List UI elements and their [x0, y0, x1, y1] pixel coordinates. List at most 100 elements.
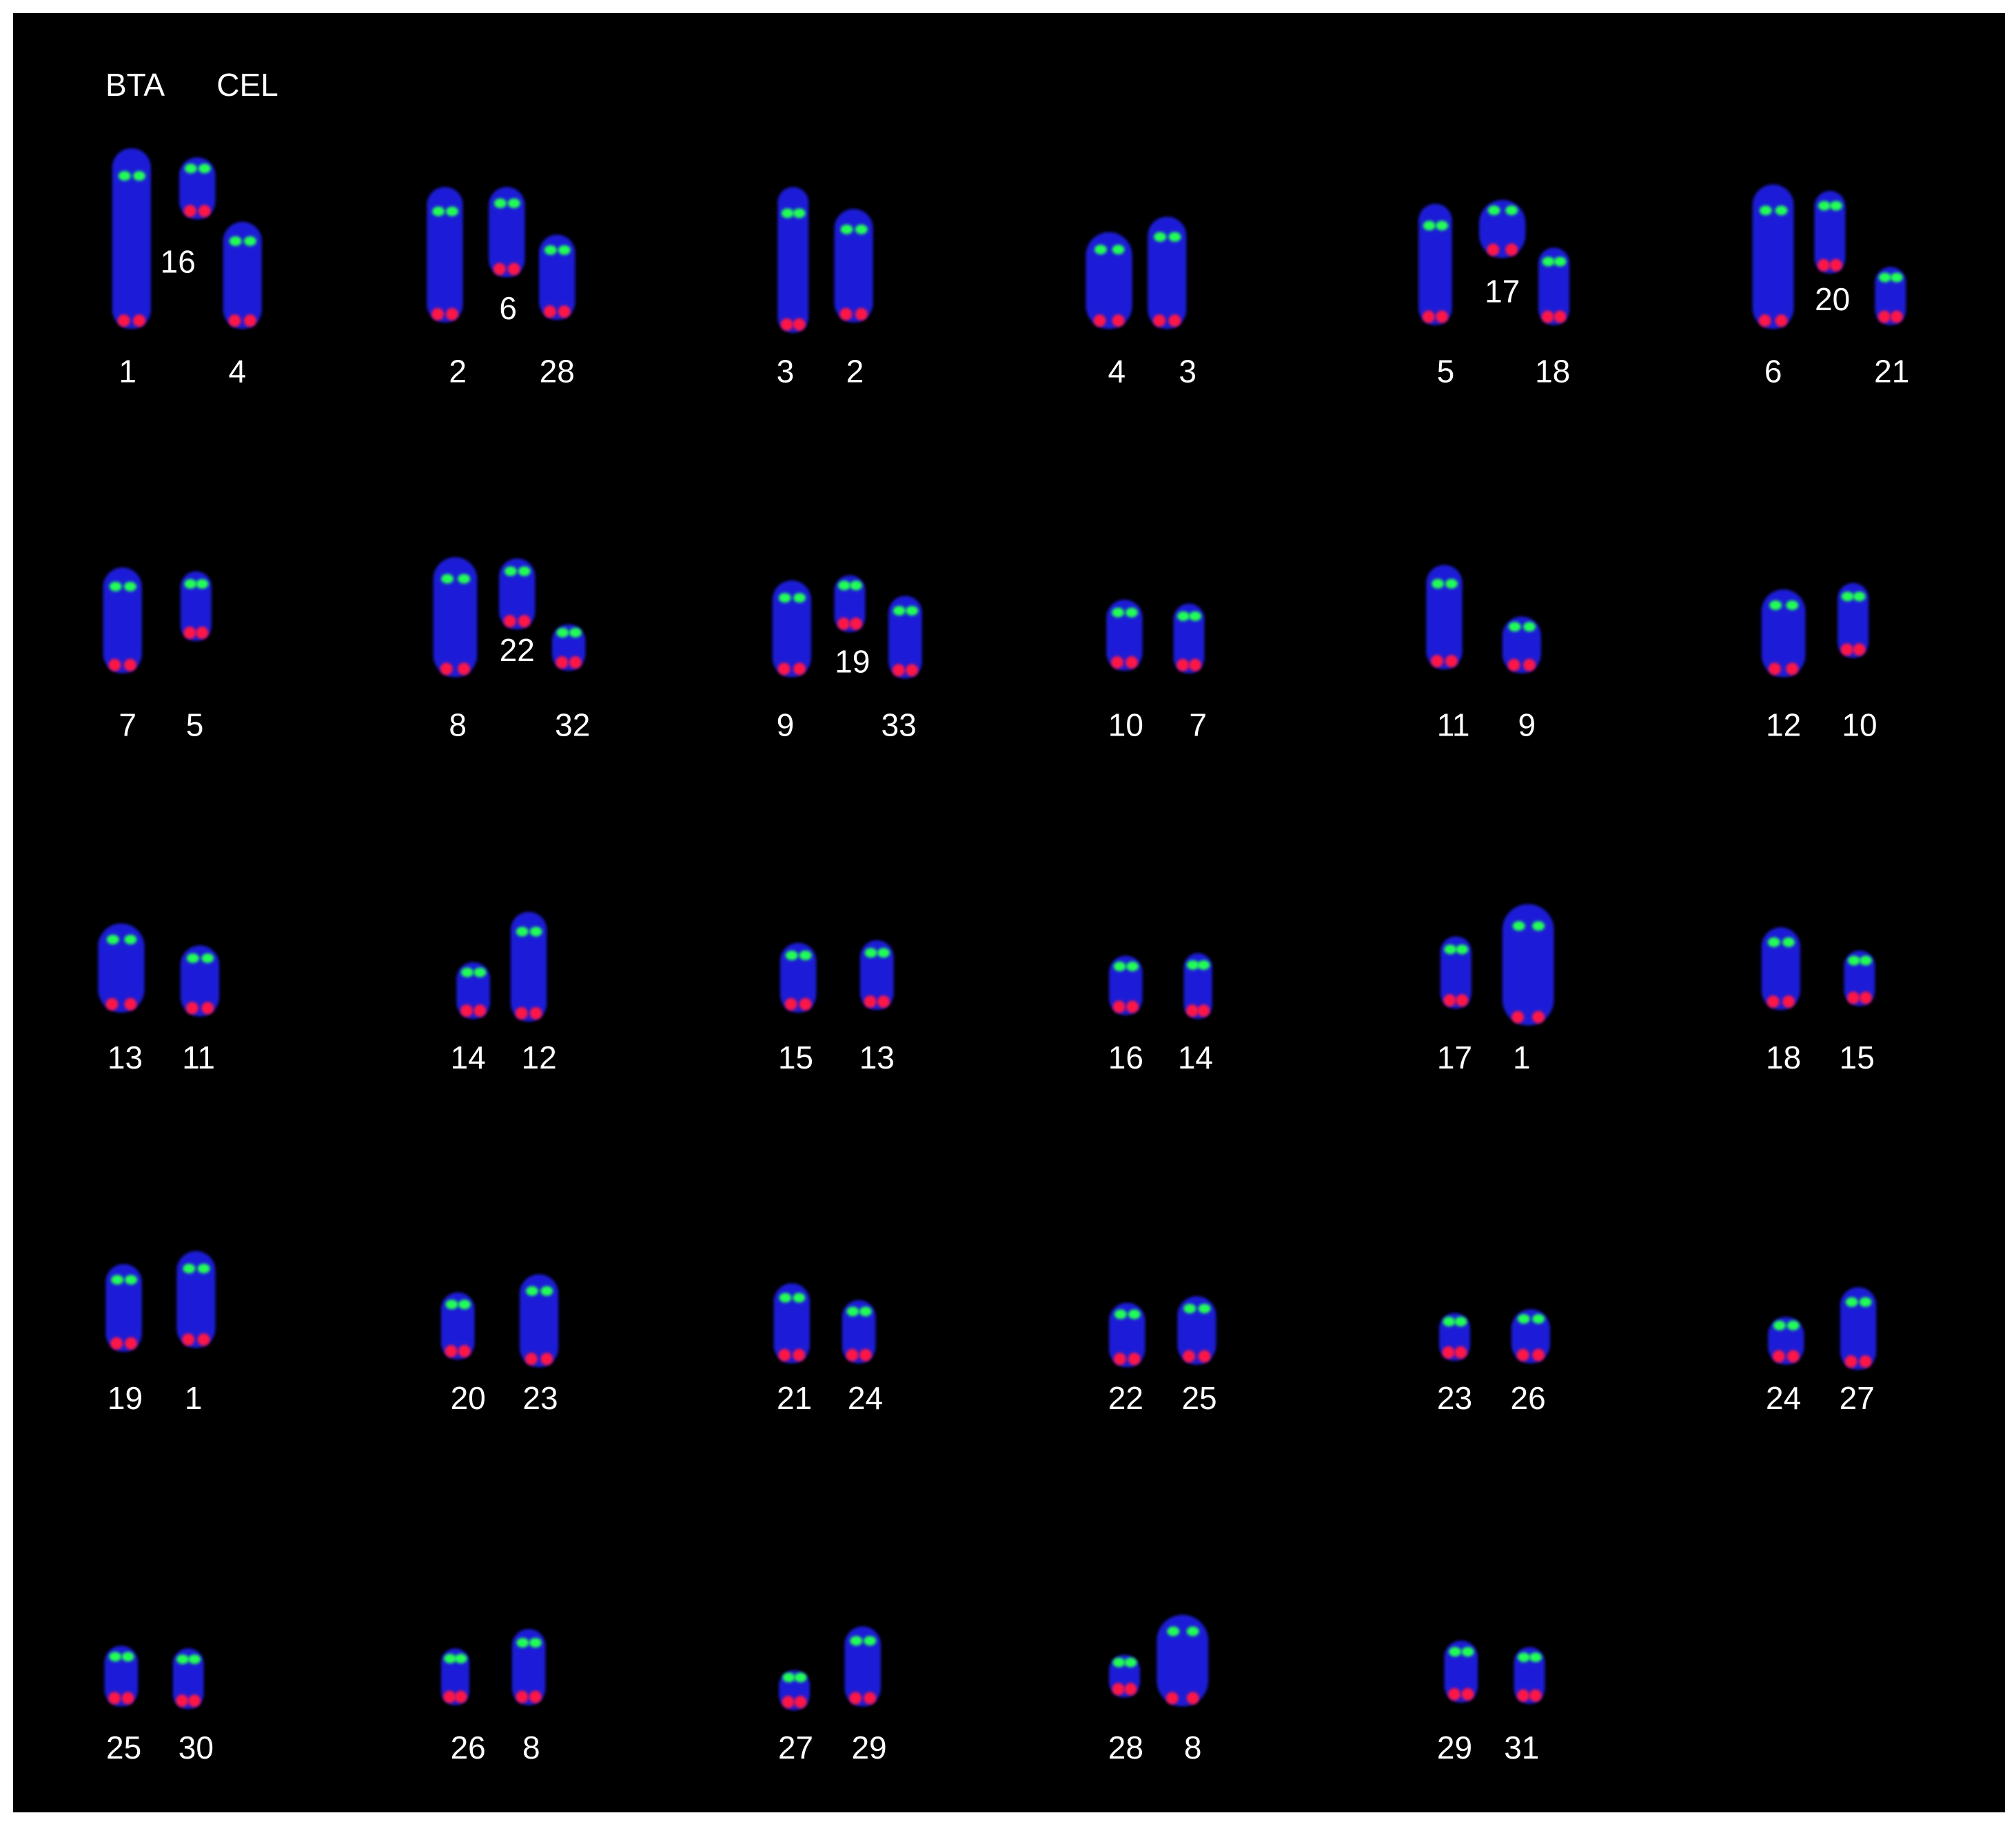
green-signal — [441, 574, 454, 584]
chromosome — [179, 157, 216, 220]
chromosome — [1768, 1317, 1804, 1365]
red-signal — [445, 1345, 458, 1358]
green-signal — [197, 1264, 210, 1274]
red-signal — [183, 205, 196, 218]
red-signal — [849, 1692, 862, 1705]
chromosome-number: 13 — [108, 1040, 143, 1075]
chromosome-number: 16 — [1108, 1040, 1143, 1075]
chromosome-number: 20 — [451, 1380, 486, 1416]
red-signal — [777, 662, 791, 676]
chromosome-number: 1 — [185, 1380, 203, 1416]
chromosome-number: 14 — [451, 1040, 486, 1075]
red-signal — [1532, 1348, 1545, 1362]
chromosome-body — [1086, 232, 1132, 330]
green-signal — [1183, 1304, 1197, 1314]
green-signal — [859, 1306, 872, 1317]
red-signal — [198, 205, 211, 218]
chromosome — [1173, 603, 1205, 674]
green-signal — [1125, 607, 1138, 618]
green-signal — [1847, 955, 1860, 966]
green-signal — [518, 566, 531, 576]
red-signal — [1093, 314, 1106, 327]
green-signal — [781, 208, 794, 219]
chromosome-body — [440, 1292, 475, 1360]
chromosome-body — [427, 187, 463, 323]
chromosome — [1837, 583, 1869, 658]
species-label: BTA — [105, 67, 165, 103]
green-signal — [516, 927, 529, 937]
chromosome — [1761, 589, 1806, 678]
red-signal — [454, 1690, 467, 1703]
red-signal — [864, 995, 877, 1008]
chromosome-body — [433, 557, 478, 678]
green-signal — [1859, 955, 1872, 966]
chromosome-body — [1814, 190, 1846, 274]
red-signal — [1829, 259, 1842, 272]
chromosome-number: 12 — [1766, 707, 1801, 742]
green-signal — [109, 581, 122, 591]
chromosome-number: 7 — [119, 707, 136, 742]
chromosome-body — [1538, 247, 1570, 325]
chromosome-body — [176, 1251, 216, 1348]
chromosome — [112, 148, 151, 330]
chromosome — [1502, 616, 1541, 674]
green-signal — [133, 171, 146, 181]
red-signal — [849, 617, 862, 630]
chromosome-body — [510, 911, 547, 1022]
chromosome — [511, 1629, 546, 1705]
green-signal — [1532, 1314, 1545, 1324]
chromosome-number: 14 — [1178, 1040, 1213, 1075]
chromosome — [1502, 904, 1554, 1026]
red-signal — [1758, 314, 1771, 327]
green-signal — [196, 579, 209, 589]
chromosome-body — [180, 571, 212, 641]
chromosome-body — [772, 580, 811, 678]
chromosome — [104, 1646, 139, 1707]
green-signal — [118, 171, 131, 181]
chromosome-number: 22 — [500, 632, 535, 668]
red-signal — [108, 1692, 121, 1705]
chromosome — [180, 945, 220, 1017]
green-signal — [1454, 1317, 1467, 1327]
chromosome-number: 7 — [1189, 707, 1207, 742]
chromosome-number: 22 — [1108, 1380, 1143, 1416]
red-signal — [1786, 662, 1799, 676]
green-signal — [1505, 205, 1518, 216]
green-signal — [1786, 1320, 1800, 1330]
red-signal — [1442, 1346, 1455, 1359]
chromosome-body — [844, 1626, 881, 1707]
red-signal — [1516, 1348, 1529, 1362]
red-signal — [1782, 995, 1795, 1008]
red-signal — [1859, 1355, 1872, 1368]
red-signal — [440, 662, 453, 676]
red-signal — [1529, 1689, 1542, 1702]
green-signal — [445, 1299, 458, 1310]
chromosome — [172, 1648, 204, 1710]
green-signal — [1759, 205, 1772, 216]
chromosome-number: 8 — [1184, 1730, 1202, 1765]
red-signal — [1443, 994, 1456, 1007]
red-signal — [197, 1333, 210, 1346]
green-signal — [1112, 245, 1125, 255]
red-signal — [1431, 655, 1444, 668]
red-signal — [124, 998, 137, 1011]
red-signal — [859, 1348, 872, 1362]
chromosome-number: 33 — [882, 707, 917, 742]
red-signal — [793, 318, 806, 331]
chromosome — [1875, 267, 1906, 325]
green-signal — [1461, 1647, 1474, 1657]
chromosome — [103, 567, 142, 674]
chromosome — [844, 1626, 881, 1707]
red-signal — [503, 615, 516, 628]
chromosome — [1514, 1647, 1545, 1704]
red-signal — [794, 1695, 807, 1708]
red-signal — [196, 626, 209, 639]
green-signal — [849, 580, 862, 591]
red-signal — [133, 314, 146, 327]
chromosome-number: 16 — [161, 244, 196, 280]
chromosome-body — [1761, 589, 1806, 678]
chromosome-number: 10 — [1842, 707, 1877, 742]
chromosome — [1109, 955, 1143, 1015]
green-signal — [793, 593, 806, 603]
